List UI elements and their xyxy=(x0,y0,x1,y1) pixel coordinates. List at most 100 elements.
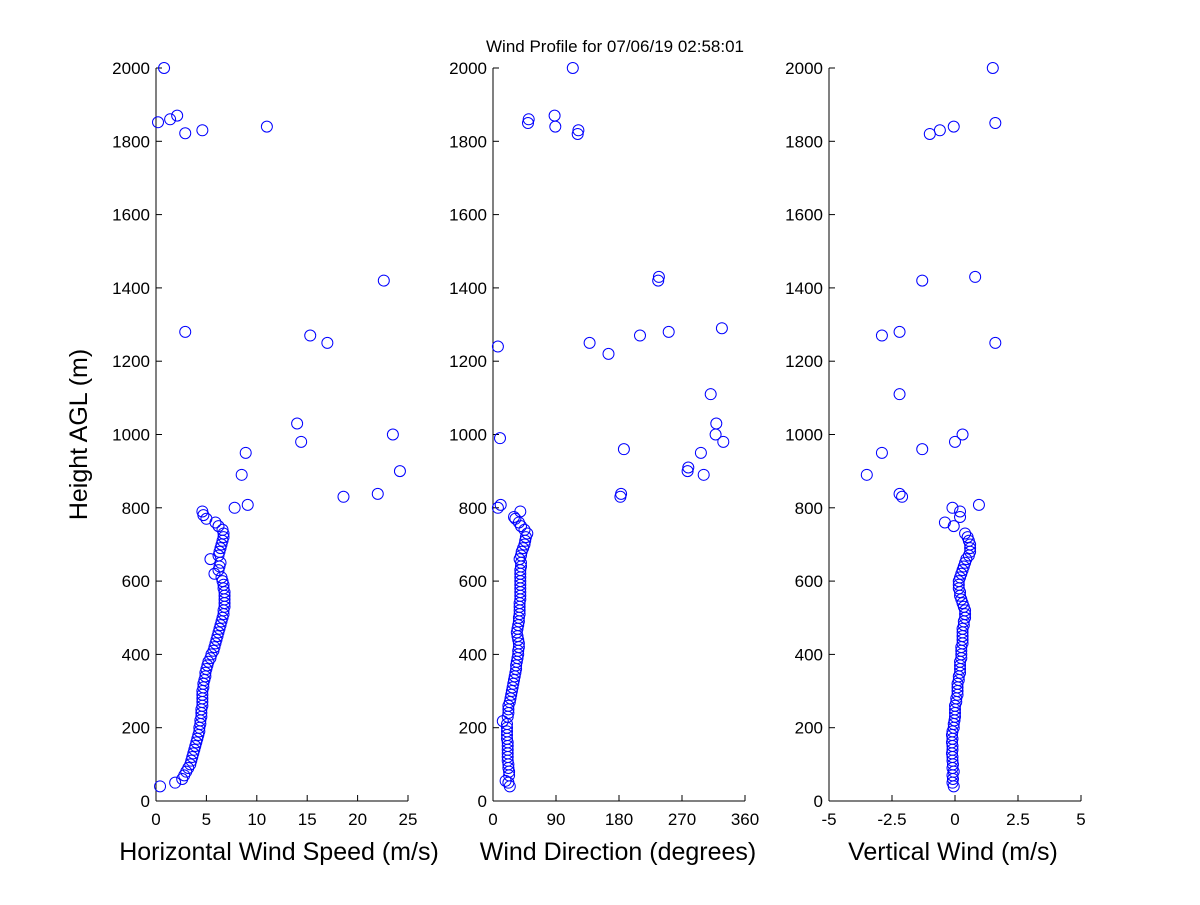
data-point xyxy=(875,446,888,459)
data-point xyxy=(321,336,334,349)
data-point xyxy=(571,127,584,140)
data-point xyxy=(189,740,202,753)
data-point xyxy=(972,498,985,511)
data-point xyxy=(213,560,226,573)
subplot-3: 0 200 400 600 800 1000 1200 1400 1600 1800 2000 -5 -… xyxy=(785,59,1086,866)
data-point xyxy=(954,510,967,523)
x-tick-label: -5 xyxy=(821,810,836,829)
data-point xyxy=(583,336,596,349)
data-point xyxy=(916,274,929,287)
x-tick-label: 0 xyxy=(151,810,160,829)
data-point xyxy=(662,325,675,338)
x-tick-label: -2.5 xyxy=(877,810,906,829)
data-point xyxy=(204,652,217,665)
data-point xyxy=(515,549,527,562)
data-point xyxy=(228,501,241,514)
data-point xyxy=(986,62,999,74)
data-point xyxy=(916,443,929,456)
data-point xyxy=(190,736,203,749)
data-point xyxy=(215,538,228,551)
data-point xyxy=(241,498,254,511)
x-tick-label: 270 xyxy=(668,810,696,829)
data-point xyxy=(893,487,906,500)
data-point xyxy=(522,116,534,129)
data-point xyxy=(634,329,646,342)
data-point xyxy=(522,113,535,126)
x-tick-label: 10 xyxy=(247,810,266,829)
y-tick-label: 0 xyxy=(478,792,487,811)
data-point xyxy=(964,542,977,555)
data-point xyxy=(709,428,722,441)
x-tick-label: 15 xyxy=(298,810,317,829)
y-tick-label: 2000 xyxy=(112,59,150,78)
data-point xyxy=(717,435,730,448)
y-tick-label: 0 xyxy=(814,792,823,811)
data-point xyxy=(501,725,513,738)
x-axis-label: Wind Direction (degrees) xyxy=(480,838,757,866)
y-tick-label: 1800 xyxy=(449,132,487,151)
data-point xyxy=(212,626,225,639)
data-point xyxy=(896,490,909,503)
x-tick-label: 360 xyxy=(731,810,759,829)
data-point xyxy=(215,615,228,628)
y-tick-label: 200 xyxy=(122,719,150,738)
y-tick-label: 1200 xyxy=(785,352,823,371)
data-point xyxy=(681,465,694,478)
data-point xyxy=(969,270,982,283)
data-point xyxy=(304,329,317,342)
data-point xyxy=(893,388,906,401)
data-point xyxy=(697,468,710,481)
data-point xyxy=(933,124,946,137)
y-tick-label: 200 xyxy=(795,719,823,738)
data-point xyxy=(652,270,665,283)
data-point xyxy=(186,751,199,764)
data-point xyxy=(518,538,531,551)
data-point xyxy=(154,780,167,793)
y-tick-label: 800 xyxy=(459,499,487,518)
x-tick-label: 0 xyxy=(950,810,959,829)
data-point xyxy=(371,487,384,500)
y-tick-label: 200 xyxy=(459,719,487,738)
data-point xyxy=(171,109,184,122)
data-point xyxy=(923,127,936,140)
data-point xyxy=(179,325,192,338)
y-tick-label: 1400 xyxy=(449,279,487,298)
data-point xyxy=(191,732,204,745)
data-point xyxy=(959,608,972,621)
y-tick-label: 1600 xyxy=(449,206,487,225)
x-tick-label: 2.5 xyxy=(1006,810,1030,829)
y-tick-label: 400 xyxy=(122,645,150,664)
data-point xyxy=(956,428,969,441)
data-point xyxy=(185,754,198,767)
y-tick-label: 1800 xyxy=(785,132,823,151)
subplot-2: 0 200 400 600 800 1000 1200 1400 1600 1800 2000 0 90… xyxy=(449,59,759,866)
data-point xyxy=(239,446,252,459)
x-tick-label: 90 xyxy=(547,810,566,829)
y-tick-label: 600 xyxy=(795,572,823,591)
data-point xyxy=(200,663,213,676)
y-tick-label: 1600 xyxy=(112,206,150,225)
y-tick-label: 2000 xyxy=(449,59,487,78)
x-axis-label: Vertical Wind (m/s) xyxy=(848,838,1058,866)
data-point xyxy=(514,505,527,518)
y-tick-label: 600 xyxy=(122,572,150,591)
data-point xyxy=(216,523,229,536)
x-tick-label: 5 xyxy=(202,810,211,829)
data-point xyxy=(211,630,224,643)
data-point xyxy=(169,776,182,789)
data-point xyxy=(201,659,214,672)
data-point xyxy=(949,435,961,448)
data-point xyxy=(214,556,227,569)
data-point xyxy=(989,116,1002,129)
data-point xyxy=(704,388,717,401)
data-point xyxy=(337,490,350,503)
y-tick-label: 1000 xyxy=(785,426,823,445)
data-point xyxy=(214,542,227,555)
data-point xyxy=(959,527,972,540)
data-point xyxy=(875,329,888,342)
y-tick-label: 400 xyxy=(459,645,487,664)
data-point xyxy=(197,509,210,522)
data-point xyxy=(213,545,226,558)
